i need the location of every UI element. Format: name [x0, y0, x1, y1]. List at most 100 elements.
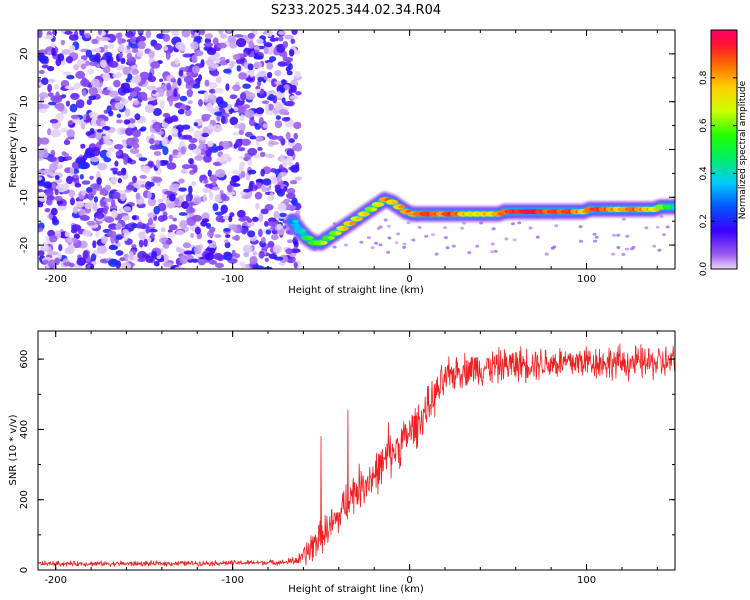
noise-blob: [229, 61, 235, 68]
noise-blob: [225, 83, 230, 91]
noise-blob: [204, 183, 213, 188]
noise-blob: [167, 203, 176, 208]
noise-blob: [85, 113, 90, 123]
noise-blob: [146, 96, 156, 101]
noise-blob: [242, 244, 253, 254]
signal-peak: [370, 207, 378, 212]
noise-blob: [82, 229, 92, 237]
noise-blob: [386, 250, 391, 254]
noise-blob: [88, 61, 99, 67]
noise-blob: [240, 171, 246, 178]
noise-blob: [260, 168, 266, 177]
noise-blob: [275, 115, 281, 120]
noise-blob: [148, 217, 153, 226]
noise-blob: [242, 52, 248, 58]
noise-blob: [45, 189, 54, 197]
noise-blob: [293, 261, 298, 269]
noise-blob: [205, 222, 212, 229]
noise-blob: [64, 231, 70, 238]
noise-blob: [65, 156, 73, 161]
noise-blob: [215, 215, 224, 223]
noise-blob: [210, 63, 219, 69]
signal-peak: [363, 212, 371, 216]
noise-blob: [115, 250, 124, 256]
noise-blob: [198, 99, 203, 107]
noise-blob: [163, 190, 174, 195]
noise-blob: [217, 100, 228, 109]
noise-blob: [89, 175, 94, 180]
noise-blob: [168, 154, 173, 163]
noise-blob: [283, 198, 291, 204]
noise-blob: [120, 57, 126, 64]
noise-blob: [65, 100, 70, 107]
noise-blob: [278, 109, 288, 115]
noise-blob: [247, 230, 256, 238]
noise-blob: [95, 133, 102, 140]
noise-blob: [162, 262, 173, 268]
noise-blob: [220, 193, 227, 201]
noise-blob: [215, 76, 222, 84]
noise-blob: [241, 216, 250, 220]
noise-blob: [99, 188, 105, 195]
signal-peak: [334, 231, 342, 235]
noise-blob: [206, 102, 213, 112]
noise-blob: [276, 223, 282, 230]
noise-blob: [178, 212, 188, 216]
noise-blob: [288, 138, 295, 143]
noise-blob: [616, 233, 621, 237]
noise-blob: [166, 82, 171, 91]
noise-blob: [293, 121, 302, 130]
noise-blob: [214, 87, 224, 94]
snr-frame: [37, 330, 676, 571]
noise-blob: [167, 229, 173, 234]
noise-blob: [194, 50, 204, 57]
noise-blob: [220, 115, 226, 125]
noise-blob: [217, 42, 227, 49]
noise-blob: [238, 122, 246, 132]
noise-blob: [644, 226, 649, 230]
noise-blob: [181, 30, 191, 38]
noise-blob: [145, 225, 150, 234]
noise-blob: [138, 231, 146, 240]
noise-blob: [185, 194, 191, 203]
noise-blob: [101, 236, 108, 244]
noise-blob: [110, 167, 119, 172]
noise-blob: [125, 127, 134, 136]
spectrogram-y-label: Frequency (Hz): [8, 112, 19, 188]
noise-blob: [234, 234, 241, 241]
noise-blob: [170, 30, 178, 36]
noise-blob: [279, 155, 285, 162]
noise-blob: [255, 135, 264, 142]
noise-blob: [225, 234, 231, 239]
noise-blob: [288, 88, 293, 95]
noise-blob: [168, 97, 173, 107]
noise-blob: [113, 144, 124, 150]
noise-blob: [162, 146, 169, 156]
noise-blob: [39, 55, 48, 64]
noise-blob: [212, 203, 219, 212]
noise-blob: [161, 138, 168, 147]
noise-blob: [241, 138, 251, 146]
noise-blob: [92, 202, 98, 212]
noise-blob: [285, 131, 291, 140]
noise-blob: [97, 30, 102, 35]
noise-blob: [178, 178, 185, 184]
noise-blob: [229, 94, 238, 99]
noise-blob: [479, 221, 483, 225]
noise-blob: [252, 216, 259, 222]
noise-blob: [118, 52, 123, 59]
noise-blob: [267, 196, 273, 201]
noise-blob: [49, 235, 58, 243]
signal-core: [669, 204, 675, 210]
noise-blob: [268, 90, 276, 95]
noise-blob: [90, 183, 101, 189]
noise-blob: [79, 30, 85, 37]
figure-title: S233.2025.344.02.34.R04: [271, 3, 441, 18]
noise-blob: [194, 35, 203, 41]
noise-blob: [260, 208, 269, 215]
spectrogram-signal: [284, 191, 675, 251]
noise-blob: [80, 78, 90, 87]
noise-blob: [103, 198, 114, 203]
noise-blob: [108, 60, 119, 68]
